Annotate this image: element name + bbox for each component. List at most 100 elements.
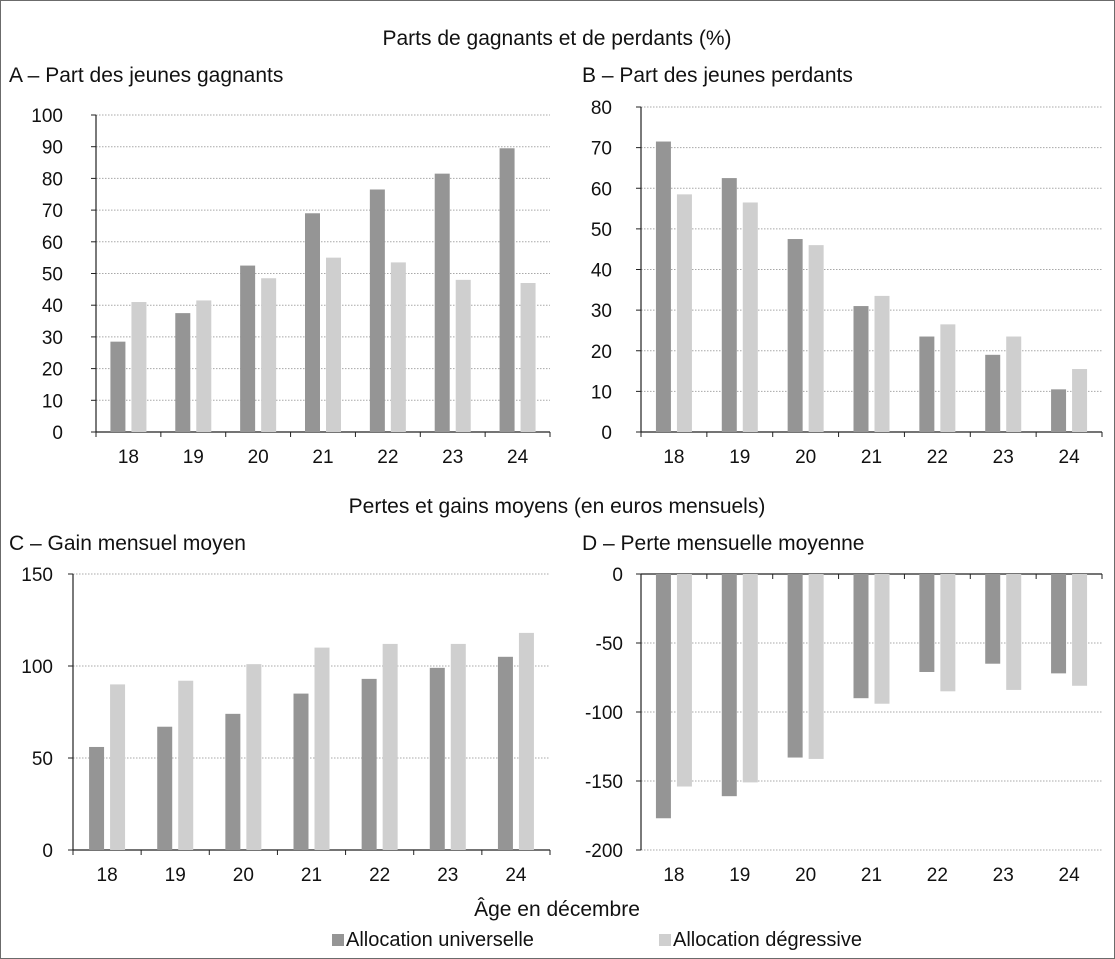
y-tick-label: -200	[585, 841, 623, 862]
x-tick-label: 21	[312, 447, 333, 468]
bar-b-degressive-18	[676, 194, 692, 432]
x-tick-label: 18	[118, 447, 139, 468]
legend-swatch-universelle	[332, 934, 344, 946]
y-tick-label: 50	[32, 749, 53, 770]
x-axis-label: Âge en décembre	[474, 898, 640, 921]
x-tick-label: 22	[377, 447, 398, 468]
bar-c-universelle-19	[157, 726, 173, 850]
x-tick-label: 24	[505, 865, 527, 886]
x-tick-label: 19	[729, 447, 750, 468]
bar-b-universelle-18	[655, 141, 671, 432]
y-tick-label: 80	[591, 98, 612, 119]
x-tick-label: 23	[993, 865, 1014, 886]
bar-a-universelle-23	[434, 173, 450, 432]
x-tick-label: 23	[442, 447, 463, 468]
x-tick-label: 24	[1059, 447, 1081, 468]
bar-b-universelle-23	[985, 354, 1001, 432]
bar-a-degressive-22	[390, 262, 406, 432]
panel-title-a: A – Part des jeunes gagnants	[9, 64, 283, 87]
x-tick-label: 20	[248, 447, 269, 468]
panel-title-d: D – Perte mensuelle moyenne	[582, 532, 865, 555]
bar-a-degressive-20	[261, 278, 277, 432]
bar-c-degressive-22	[382, 643, 398, 850]
x-tick-label: 21	[861, 865, 882, 886]
bar-a-degressive-24	[520, 283, 536, 432]
y-tick-label: -150	[585, 772, 623, 793]
bar-b-degressive-24	[1072, 369, 1088, 432]
x-tick-label: 22	[927, 447, 948, 468]
bar-d-degressive-19	[742, 574, 758, 783]
bar-d-degressive-24	[1072, 574, 1088, 686]
chart-panel-b: B – Part des jeunes perdants 0 10 20 30 40 50 6…	[582, 64, 1103, 468]
x-tick-label: 22	[927, 865, 948, 886]
bar-a-degressive-23	[455, 279, 471, 432]
bar-d-degressive-22	[940, 574, 956, 692]
bar-d-universelle-21	[853, 574, 869, 699]
bar-d-degressive-23	[1006, 574, 1022, 690]
x-tick-label: 20	[233, 865, 254, 886]
bar-b-universelle-24	[1051, 389, 1067, 432]
x-tick-label: 19	[729, 865, 750, 886]
chart-panel-d: D – Perte mensuelle moyenne 0 -50 -100 -150 -…	[582, 532, 1103, 886]
legend-label-universelle: Allocation universelle	[346, 929, 534, 951]
bar-d-universelle-18	[655, 574, 671, 819]
y-tick-label: 60	[591, 179, 612, 200]
x-tick-label: 20	[795, 865, 816, 886]
y-tick-label: 70	[591, 139, 612, 160]
bar-c-universelle-21	[293, 693, 309, 850]
bar-b-degressive-20	[808, 245, 824, 432]
bar-d-universelle-19	[721, 574, 737, 797]
bar-c-universelle-20	[225, 713, 241, 850]
y-tick-label: 30	[591, 301, 612, 322]
chart-panel-a: A – Part des jeunes gagnants 0 10 20 30 40 50 6…	[9, 64, 551, 468]
bar-b-universelle-21	[853, 306, 869, 432]
bar-b-universelle-19	[721, 178, 737, 432]
x-tick-label: 18	[97, 865, 118, 886]
bar-d-universelle-23	[985, 574, 1001, 664]
section-title-shares: Parts de gagnants et de perdants (%)	[382, 27, 731, 50]
legend: Allocation universelle Allocation dégres…	[332, 929, 862, 951]
bar-c-degressive-20	[246, 664, 262, 850]
y-tick-label: 70	[42, 201, 63, 222]
bar-d-universelle-20	[787, 574, 803, 758]
bar-b-degressive-23	[1006, 336, 1022, 432]
x-tick-label: 22	[369, 865, 390, 886]
y-tick-label: 40	[42, 296, 63, 317]
x-tick-label: 23	[993, 447, 1014, 468]
bar-a-universelle-19	[175, 313, 191, 432]
x-tick-label: 20	[795, 447, 816, 468]
bar-a-universelle-22	[369, 189, 385, 432]
bar-b-universelle-20	[787, 239, 803, 432]
legend-label-degressive: Allocation dégressive	[673, 929, 862, 951]
x-tick-label: 24	[507, 447, 529, 468]
bar-c-universelle-23	[429, 667, 445, 850]
y-tick-label: 100	[21, 657, 53, 678]
panel-title-b: B – Part des jeunes perdants	[582, 64, 853, 87]
bar-d-degressive-21	[874, 574, 890, 704]
y-tick-label: 0	[601, 423, 612, 444]
bar-d-degressive-18	[676, 574, 692, 787]
y-tick-label: 50	[591, 220, 612, 241]
bar-a-universelle-18	[110, 341, 126, 432]
x-tick-label: 19	[183, 447, 204, 468]
bar-c-universelle-24	[497, 656, 513, 850]
bar-b-degressive-21	[874, 295, 890, 432]
y-tick-label: -100	[585, 703, 623, 724]
x-tick-label: 24	[1059, 865, 1081, 886]
bar-c-universelle-22	[361, 678, 377, 850]
y-tick-label: 50	[42, 265, 63, 286]
x-tick-label: 18	[663, 447, 684, 468]
y-tick-label: 0	[612, 565, 623, 586]
y-tick-label: 30	[42, 328, 63, 349]
section-title-amounts: Pertes et gains moyens (en euros mensuel…	[349, 495, 766, 518]
y-tick-label: 60	[42, 233, 63, 254]
bar-a-universelle-20	[240, 265, 256, 432]
x-tick-label: 23	[437, 865, 458, 886]
bar-c-degressive-24	[518, 632, 534, 850]
chart-panel-c: C – Gain mensuel moyen 0 50 100 150 18 19 20 21 2…	[9, 532, 551, 886]
x-tick-label: 18	[663, 865, 684, 886]
x-tick-label: 21	[301, 865, 322, 886]
y-tick-label: 10	[591, 382, 612, 403]
